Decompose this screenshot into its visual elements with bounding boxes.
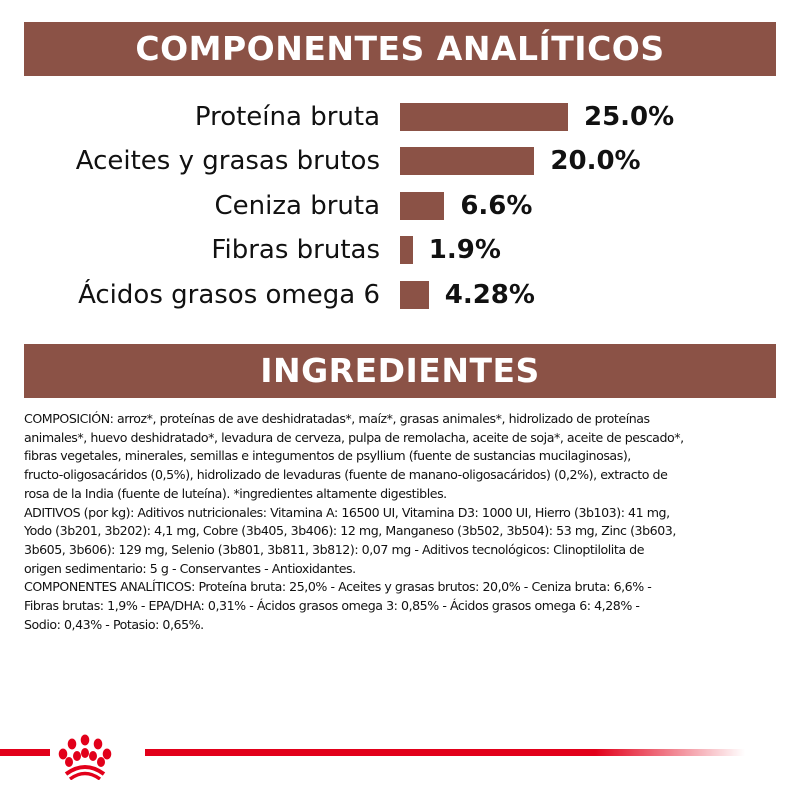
bar: [400, 192, 445, 220]
chart-row: Proteína bruta 25.0%: [0, 97, 800, 137]
value-label: 4.28%: [444, 280, 535, 310]
ingredients-header: INGREDIENTES: [24, 344, 776, 398]
analytics-header: COMPONENTES ANALÍTICOS: [24, 22, 776, 76]
category-label: Aceites y grasas brutos: [75, 146, 380, 176]
chart-row: Ácidos grasos omega 6 4.28%: [0, 275, 800, 315]
text-line: COMPOSICIÓN: arroz*, proteínas de ave de…: [24, 411, 650, 426]
text-line: Fibras brutas: 1,9% - EPA/DHA: 0,31% - Á…: [24, 598, 640, 614]
bar: [400, 103, 568, 131]
text-line: COMPONENTES ANALÍTICOS: Proteína bruta: …: [24, 579, 652, 595]
brand-line-left: [0, 749, 50, 756]
text-line: fructo-oligosacáridos (0,5%), hidrolizad…: [24, 467, 668, 483]
text-line: rosa de la India (fuente de luteína). *i…: [24, 485, 447, 501]
category-label: Fibras brutas: [211, 235, 380, 265]
value-label: 1.9%: [428, 235, 501, 265]
text-line: 3b605, 3b606): 129 mg, Selenio (3b801, 3…: [24, 541, 645, 557]
bar: [400, 236, 413, 264]
chart-row: Fibras brutas 1.9%: [0, 230, 800, 270]
text-line: origen sedimentario: 5 g - Conservantes …: [24, 560, 356, 576]
text-line: Yodo (3b201, 3b202): 4,1 mg, Cobre (3b40…: [24, 523, 676, 539]
text-line: animales*, huevo deshidratado*, levadura…: [24, 429, 684, 445]
chart-row: Aceites y grasas brutos 20.0%: [0, 141, 800, 181]
category-label: Ácidos grasos omega 6: [78, 280, 380, 310]
value-label: 25.0%: [584, 102, 675, 132]
chart-row: Ceniza bruta 6.6%: [0, 186, 800, 226]
text-line: Sodio: 0,43% - Potasio: 0,65%.: [24, 616, 204, 632]
royal-canin-crown-icon: [58, 734, 112, 780]
value-label: 20.0%: [550, 146, 641, 176]
brand-line-right: [145, 749, 745, 756]
category-label: Ceniza bruta: [214, 191, 381, 221]
category-label: Proteína bruta: [194, 102, 380, 132]
ingredients-text: COMPOSICIÓN: arroz*, proteínas de ave de…: [24, 410, 794, 634]
text-line: fibras vegetales, minerales, semillas e …: [24, 448, 631, 464]
value-label: 6.6%: [460, 191, 533, 221]
bar: [400, 147, 535, 175]
text-line: ADITIVOS (por kg): Aditivos nutricionale…: [24, 504, 670, 520]
bar: [400, 281, 429, 309]
